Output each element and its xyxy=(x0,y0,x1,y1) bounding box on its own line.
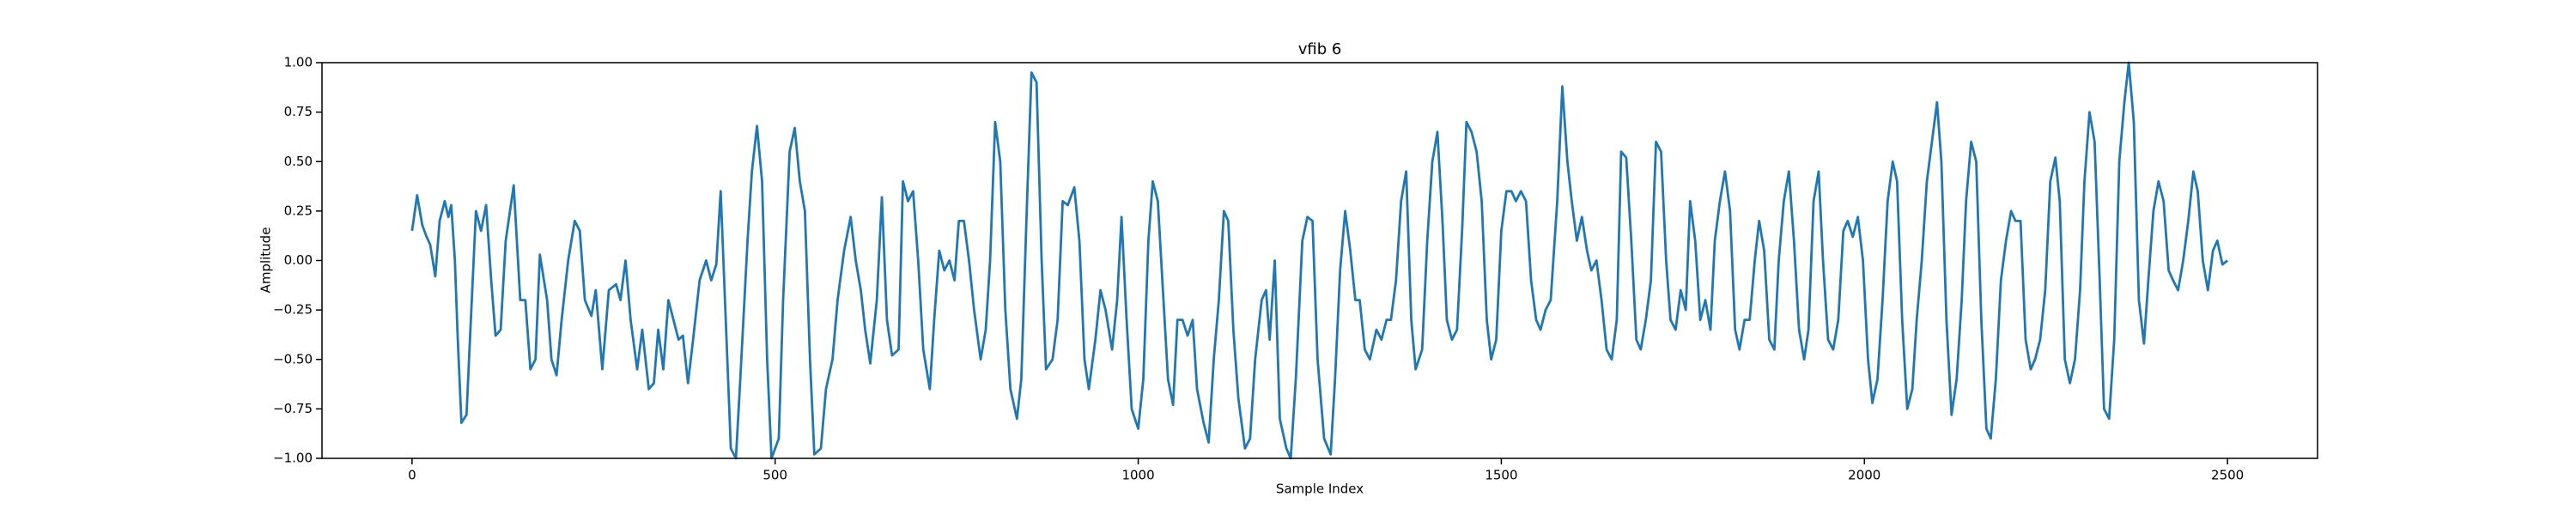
y-tick-label: 1.00 xyxy=(284,55,313,70)
signal-line xyxy=(410,61,2228,460)
y-tick-label: −0.50 xyxy=(273,351,313,367)
y-tick-label: 0.75 xyxy=(284,104,313,119)
chart-title: vfib 6 xyxy=(1298,40,1342,58)
y-tick-label: 0.50 xyxy=(284,154,313,169)
plot-frame xyxy=(321,62,2318,459)
x-tick-label: 0 xyxy=(408,468,416,483)
y-tick-label: 0.00 xyxy=(284,252,313,268)
x-tick-label: 500 xyxy=(762,468,787,483)
x-tick-label: 2000 xyxy=(1848,468,1880,483)
y-tick-label: −1.00 xyxy=(273,451,313,466)
x-tick-label: 1000 xyxy=(1121,468,1154,483)
y-tick-label: −0.25 xyxy=(273,302,313,318)
x-tick-label: 2500 xyxy=(2211,468,2244,483)
y-tick-label: 0.25 xyxy=(284,203,313,218)
x-tick-label: 1500 xyxy=(1485,468,1517,483)
x-axis-label: Sample Index xyxy=(1276,482,1364,497)
y-tick-label: −0.75 xyxy=(273,401,313,416)
y-axis-label: Amplitude xyxy=(258,227,274,294)
